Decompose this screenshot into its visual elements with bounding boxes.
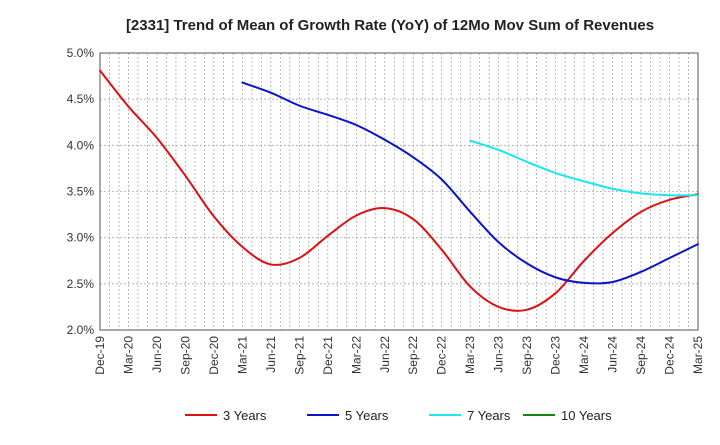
- x-axis-ticks: Dec-19 Mar-20 Jun-20 Sep-20 Dec-20 Mar-21 Jun-…: [93, 336, 705, 375]
- x-tick-label: Sep-23: [520, 336, 534, 375]
- legend-item-3-years: 3 Years: [185, 408, 267, 423]
- y-tick-label: 4.0%: [67, 138, 95, 152]
- x-tick-label: Dec-19: [93, 336, 107, 375]
- legend-item-7-years: 7 Years: [429, 408, 511, 423]
- y-tick-label: 5.0%: [67, 46, 95, 60]
- legend-item-5-years: 5 Years: [307, 408, 389, 423]
- y-tick-label: 3.5%: [67, 185, 95, 199]
- x-tick-label: Jun-22: [378, 336, 392, 373]
- x-tick-label: Jun-21: [264, 336, 278, 373]
- grid: [100, 53, 698, 330]
- legend-label: 5 Years: [345, 408, 389, 423]
- y-tick-label: 4.5%: [67, 92, 95, 106]
- x-tick-label: Mar-23: [463, 336, 477, 374]
- x-tick-label: Mar-22: [349, 336, 363, 374]
- chart-title: [2331] Trend of Mean of Growth Rate (YoY…: [126, 17, 654, 34]
- y-tick-label: 2.5%: [67, 277, 95, 291]
- x-tick-label: Sep-20: [178, 336, 192, 375]
- x-tick-label: Jun-24: [606, 336, 620, 373]
- x-tick-label: Sep-21: [292, 336, 306, 375]
- x-tick-label: Dec-23: [549, 336, 563, 375]
- y-axis-ticks: 2.0% 2.5% 3.0% 3.5% 4.0% 4.5% 5.0%: [67, 46, 95, 337]
- legend-label: 10 Years: [561, 408, 612, 423]
- legend-item-10-years: 10 Years: [523, 408, 612, 423]
- x-tick-label: Dec-22: [435, 336, 449, 375]
- x-tick-label: Mar-24: [577, 336, 591, 374]
- x-tick-label: Mar-25: [691, 336, 705, 374]
- x-tick-label: Sep-22: [406, 336, 420, 375]
- x-tick-label: Mar-21: [235, 336, 249, 374]
- x-tick-label: Jun-23: [492, 336, 506, 373]
- series-line-5-years: [241, 81, 699, 285]
- legend-label: 7 Years: [467, 408, 511, 423]
- y-tick-label: 3.0%: [67, 231, 95, 245]
- x-tick-label: Sep-24: [634, 336, 648, 375]
- x-tick-label: Dec-20: [207, 336, 221, 375]
- x-tick-label: Jun-20: [150, 336, 164, 373]
- series-line-3-years: [99, 69, 699, 312]
- series-lines: [99, 69, 699, 312]
- y-tick-label: 2.0%: [67, 323, 95, 337]
- legend-label: 3 Years: [223, 408, 267, 423]
- x-tick-label: Dec-24: [663, 336, 677, 375]
- legend: 3 Years 5 Years 7 Years 10 Years: [185, 408, 612, 423]
- x-tick-label: Dec-21: [321, 336, 335, 375]
- series-line-7-years: [469, 139, 699, 197]
- x-tick-label: Mar-20: [121, 336, 135, 374]
- plot-frame: [99, 52, 699, 331]
